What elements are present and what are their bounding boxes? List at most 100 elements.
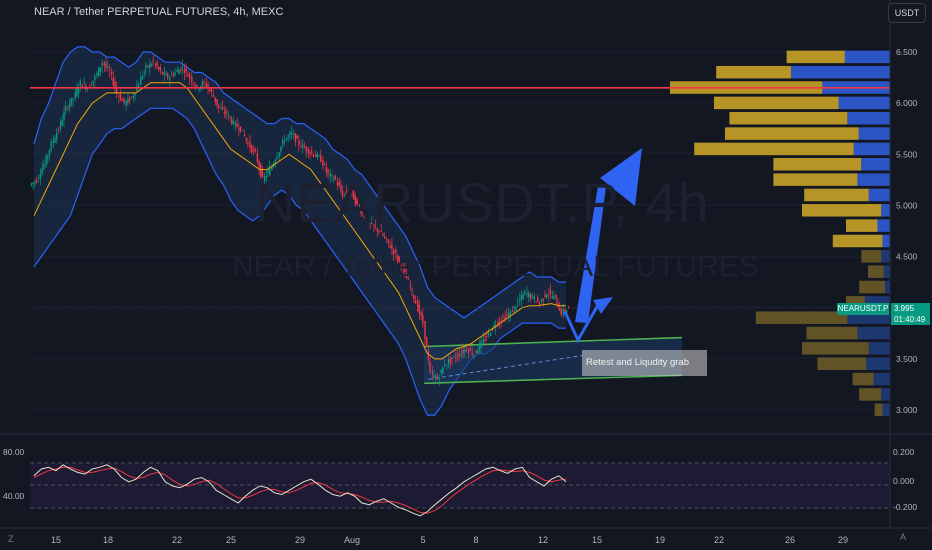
candle-body — [119, 94, 122, 101]
annotation-retest[interactable]: Retest and Liqudity grab — [582, 350, 707, 376]
candle-body — [360, 209, 362, 214]
symbol-title[interactable]: NEAR / Tether PERPETUAL FUTURES, 4h, MEX… — [34, 6, 284, 18]
candle-body — [338, 182, 340, 187]
candle-body — [125, 100, 127, 106]
vp-bar-up — [786, 50, 845, 64]
osc-main-line — [33, 464, 567, 517]
vp-bar-down — [868, 342, 890, 355]
candle-body — [54, 138, 56, 143]
candle-body — [329, 173, 331, 177]
candle-body — [281, 139, 284, 145]
vp-bar-up — [806, 326, 858, 340]
candle-body — [254, 148, 256, 152]
candle-body — [414, 300, 417, 304]
candle-body — [336, 182, 339, 185]
candle-body — [183, 69, 186, 73]
candle-body — [367, 217, 370, 220]
candle-body — [269, 167, 271, 175]
candle-body — [436, 375, 439, 380]
chart-header[interactable]: NEAR / Tether PERPETUAL FUTURES, 4h, MEX… — [34, 6, 283, 18]
candle-body — [332, 179, 335, 181]
candle-body — [132, 95, 135, 99]
candle-body — [170, 74, 173, 76]
candle-body — [307, 148, 310, 154]
tradingview-logo-icon[interactable]: A — [900, 532, 907, 542]
vp-bar-down — [844, 50, 890, 64]
candle-body — [429, 362, 431, 372]
candle-body — [513, 306, 515, 309]
candle-body — [506, 314, 508, 316]
vp-bar-up — [859, 280, 885, 294]
candle-body — [376, 228, 379, 232]
candle-body — [145, 64, 147, 69]
x-tick-label: 19 — [655, 535, 665, 545]
candle-body — [380, 230, 382, 232]
candle-body — [210, 88, 213, 92]
candle-body — [159, 67, 162, 71]
vp-bar-down — [853, 142, 890, 156]
candle-body — [322, 159, 324, 166]
symbol-price-tag: NEARUSDT.P — [837, 303, 889, 315]
timezone-icon[interactable]: Z — [8, 534, 14, 544]
candle-body — [242, 129, 244, 131]
x-tick-label: 15 — [51, 535, 61, 545]
candle-body — [201, 82, 204, 87]
osc-signal-line — [33, 466, 567, 514]
candle-body — [305, 146, 307, 152]
candle-body — [528, 292, 530, 297]
candle-body — [309, 152, 311, 154]
small-arrow-path — [563, 304, 600, 344]
candle-body — [274, 160, 277, 165]
vp-bar-down — [884, 280, 890, 294]
candle-body — [356, 198, 358, 204]
x-tick-label: 29 — [295, 535, 305, 545]
candle-body — [154, 63, 157, 65]
candle-body — [567, 307, 570, 309]
vp-bar-down — [881, 250, 890, 263]
candle-body — [285, 137, 288, 141]
candle-body — [252, 149, 255, 151]
candle-body — [354, 195, 357, 205]
candle-body — [405, 276, 408, 279]
candle-body — [207, 84, 209, 89]
candle-body — [123, 97, 125, 104]
x-tick-label: 18 — [103, 535, 113, 545]
candle-body — [502, 316, 504, 318]
candle-body — [225, 109, 227, 114]
vp-bar-up — [802, 342, 869, 355]
candle-body — [458, 353, 460, 357]
candle-body — [298, 139, 300, 146]
candle-body — [265, 175, 268, 177]
x-tick-label: Aug — [344, 535, 360, 545]
candle-body — [56, 133, 58, 140]
candle-body — [340, 185, 342, 192]
candle-body — [72, 98, 74, 101]
candle-body — [209, 90, 211, 92]
candle-body — [507, 313, 510, 316]
candle-body — [188, 74, 191, 79]
candle-body — [112, 77, 115, 86]
candle-body — [447, 359, 450, 365]
candle-body — [179, 69, 182, 72]
projection-arrows[interactable] — [563, 148, 642, 344]
candle-body — [438, 378, 441, 380]
candle-body — [249, 141, 251, 148]
candle-body — [116, 87, 118, 94]
candle-body — [176, 70, 178, 72]
candle-body — [344, 193, 346, 195]
candle-body — [325, 167, 328, 172]
candle-body — [331, 174, 333, 176]
currency-unit-button[interactable]: USDT — [888, 3, 926, 23]
candle-body — [57, 129, 60, 131]
volume-profile — [670, 50, 890, 416]
candle-body — [203, 81, 205, 83]
candle-body — [181, 66, 184, 70]
candle-body — [220, 108, 222, 110]
candle-body — [67, 107, 69, 109]
candle-body — [191, 76, 193, 83]
candle-body — [402, 266, 404, 269]
candle-body — [77, 88, 80, 94]
watermark-name: NEAR / Tether PERPETUAL FUTURES — [232, 250, 759, 283]
